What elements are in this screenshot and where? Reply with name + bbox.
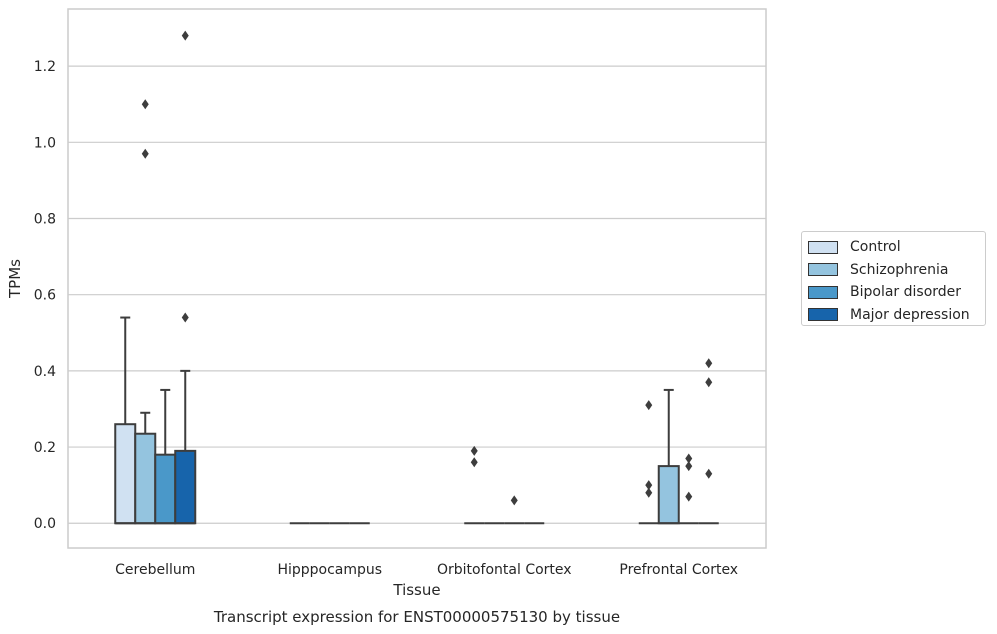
outlier-point	[510, 495, 518, 506]
x-axis-label: Tissue	[392, 581, 440, 599]
y-tick-label: 0.2	[34, 440, 56, 456]
box-bipolar-disorder	[504, 495, 525, 525]
outlier-point	[141, 99, 149, 110]
x-tick-label: Orbitofontal Cortex	[437, 562, 572, 578]
x-tick-label: Prefrontal Cortex	[619, 562, 738, 578]
box-body	[657, 465, 680, 525]
legend-swatch	[808, 263, 838, 277]
outlier-point	[470, 457, 478, 468]
outlier-point	[705, 377, 713, 388]
legend-label: Schizophrenia	[850, 261, 949, 278]
legend-label: Bipolar disorder	[850, 284, 962, 301]
outlier-point	[645, 480, 653, 491]
outlier-point	[181, 312, 189, 323]
box-body	[114, 423, 137, 525]
legend-swatch	[808, 285, 838, 299]
box-control	[114, 316, 137, 525]
y-axis-label: TPMs	[6, 259, 24, 299]
box-major-depression	[174, 30, 197, 525]
y-tick-label: 1.2	[34, 59, 56, 75]
legend-item: Major depression	[808, 304, 985, 327]
box-body	[174, 449, 197, 525]
outlier-point	[705, 358, 713, 369]
y-tick-label: 0.4	[34, 364, 56, 380]
box-control	[464, 445, 485, 525]
outlier-point	[685, 461, 693, 472]
y-tick-label: 0.6	[34, 288, 56, 304]
chart-title: Transcript expression for ENST0000057513…	[213, 608, 620, 626]
box-major-depression	[698, 358, 719, 525]
outlier-point	[645, 487, 653, 498]
outlier-point	[685, 491, 693, 502]
legend-item: Control	[808, 236, 985, 259]
box-bipolar-disorder	[154, 388, 177, 525]
outlier-point	[685, 453, 693, 464]
x-tick-labels: Cerebellum Hipppocampus Orbitofontal Corte…	[115, 562, 738, 578]
legend: Control Schizophrenia Bipolar disorder Majo…	[801, 231, 986, 326]
legend-label: Control	[850, 239, 901, 256]
outlier-point	[181, 30, 189, 41]
outlier-point	[705, 468, 713, 479]
y-tick-label: 0.0	[34, 516, 56, 532]
box-control	[638, 400, 659, 525]
box-bipolar-disorder	[678, 453, 699, 525]
box-body	[154, 453, 177, 525]
y-tick-label: 1.0	[34, 135, 56, 151]
x-tick-label: Hipppocampus	[277, 562, 382, 578]
y-tick-label: 0.8	[34, 212, 56, 228]
outlier-point	[141, 148, 149, 159]
legend-swatch	[808, 240, 838, 254]
outlier-point	[645, 400, 653, 411]
box-groups	[114, 30, 719, 525]
box-schizophrenia	[657, 388, 680, 525]
legend-item: Bipolar disorder	[808, 281, 985, 304]
x-tick-label: Cerebellum	[115, 562, 195, 578]
legend-label: Major depression	[850, 306, 970, 323]
box-body	[134, 432, 157, 525]
legend-swatch	[808, 308, 838, 322]
box-schizophrenia	[134, 99, 157, 525]
y-tick-labels: 0.0 0.2 0.4 0.6 0.8 1.0 1.2	[34, 59, 56, 532]
outlier-point	[470, 445, 478, 456]
plot-frame	[67, 8, 767, 549]
legend-item: Schizophrenia	[808, 259, 985, 282]
